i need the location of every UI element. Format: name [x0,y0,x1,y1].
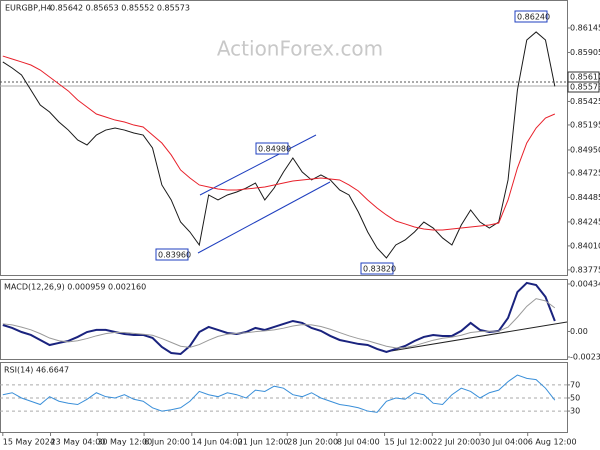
annotation: 0.83820 [363,265,396,274]
x-tick-label: 30 May 12:00 [97,438,152,447]
y-tick-label: -0.002336 [570,352,600,361]
y-tick-label: 0.85195 [570,120,600,129]
y-tick-label: 30 [570,407,580,416]
annotation: 0.86240 [517,13,550,22]
series-line [2,281,556,356]
x-tick-label: 15 May 2024 [3,438,55,447]
y-tick-label: 50 [570,393,580,402]
channel-upper [199,134,317,196]
x-tick-label: 15 Jul 12:00 [385,438,433,447]
channel-lower [197,181,331,254]
x-tick-label: 22 Jul 20:00 [432,438,480,447]
x-tick-label: 21 Jun 12:00 [238,438,289,447]
rsi-title: RSI(14) 46.6647 [4,366,69,375]
annotation-box [155,248,189,261]
series-line [2,374,556,413]
symbol-title: EURGBP,H4 [5,4,52,13]
y-tick-label: 0.85425 [570,97,600,106]
annotation: 0.84980 [258,145,291,154]
price-label: 0.85610 [570,73,600,82]
price-label-box [567,81,600,93]
macd-trendline [384,321,568,353]
series-line [2,298,556,349]
x-tick-label: 8 Jul 04:00 [337,438,380,447]
annotation-box [255,142,289,155]
annotation-box [360,262,394,275]
annotation: 0.83960 [158,251,191,260]
y-tick-label: 0.84245 [570,217,600,226]
y-tick-label: 0.84950 [570,145,600,154]
x-tick-label: 23 May 04:00 [51,438,106,447]
y-tick-label: 0.86145 [570,23,600,32]
price-panel [0,0,568,276]
x-tick-label: 6 Aug 12:00 [528,438,577,447]
macd-panel [0,279,568,360]
series-line [2,55,556,231]
y-tick-label: 70 [570,380,580,389]
x-tick-label: 14 Jun 04:00 [192,438,243,447]
x-tick-label: 6 Jun 20:00 [144,438,190,447]
x-tick-label: 28 Jun 20:00 [287,438,338,447]
y-tick-label: 0.84485 [570,193,600,202]
y-tick-label: 0.84010 [570,241,600,250]
y-tick-label: 0.004342 [570,280,600,289]
y-tick-label: 0.83775 [570,265,600,274]
ohlc-values: 0.85642 0.85653 0.85552 0.85573 [50,4,190,13]
series-line [2,31,556,259]
price-label: 0.85573 [570,83,600,92]
y-tick-label: 0.84725 [570,168,600,177]
macd-title: MACD(12,26,9) 0.000959 0.002160 [4,283,146,292]
watermark: ActionForex.com [217,37,383,61]
y-tick-label: 0.00 [570,327,588,336]
x-tick-label: 30 Jul 04:00 [480,438,528,447]
annotation-box [514,10,548,23]
y-tick-label: 0.85905 [570,48,600,57]
